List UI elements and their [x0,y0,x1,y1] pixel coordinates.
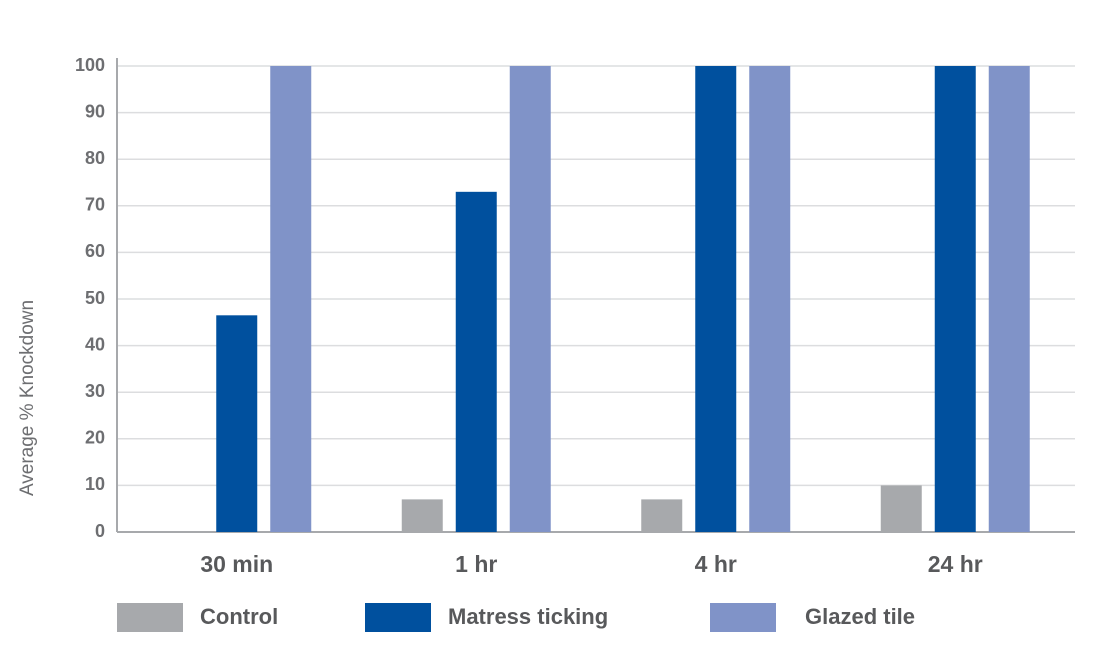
y-tick-label: 40 [85,334,105,354]
y-tick-label: 10 [85,474,105,494]
legend-swatch [365,603,431,632]
y-tick-label: 0 [95,521,105,541]
legend-label: Matress ticking [448,604,608,629]
y-tick-label: 90 [85,101,105,121]
legend-swatch [117,603,183,632]
y-tick-label: 60 [85,241,105,261]
bar [455,191,497,532]
legend-swatch [710,603,776,632]
bar [880,485,922,532]
x-tick-label: 4 hr [695,551,737,577]
y-tick-label: 100 [75,55,105,75]
y-tick-label: 50 [85,288,105,308]
legend-label: Control [200,604,278,629]
x-tick-label: 30 min [200,551,273,577]
y-tick-label: 30 [85,381,105,401]
bar [934,66,976,532]
y-axis-label: Average % Knockdown [17,300,38,496]
bar [216,315,258,532]
y-tick-label: 20 [85,428,105,448]
legend-label: Glazed tile [805,604,915,629]
bar [988,66,1030,532]
bar [749,66,791,532]
x-tick-label: 1 hr [455,551,497,577]
bar [641,499,683,532]
bar [509,66,551,532]
x-tick-label: 24 hr [928,551,983,577]
bar [270,66,312,532]
y-tick-label: 80 [85,148,105,168]
bar [695,66,737,532]
y-tick-label: 70 [85,195,105,215]
bar [401,499,443,532]
